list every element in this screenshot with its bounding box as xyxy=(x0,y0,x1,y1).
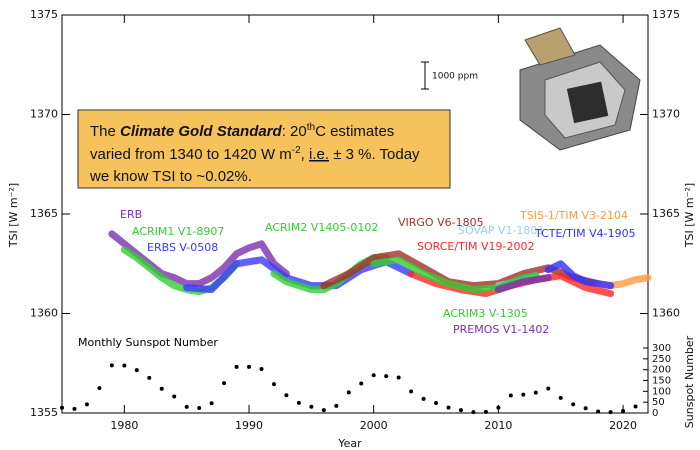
y2-tick-label: 150 xyxy=(652,376,671,387)
sunspot-point xyxy=(222,381,226,385)
sunspot-point xyxy=(347,390,351,394)
y-tick-label-right: 1360 xyxy=(652,307,680,320)
sunspot-point xyxy=(110,363,114,367)
sunspot-point xyxy=(259,367,263,371)
y2-tick-label: 250 xyxy=(652,354,671,365)
y-axis-title-right: TSI [W m⁻²] xyxy=(683,183,696,248)
sunspot-point xyxy=(322,408,326,412)
sunspot-point xyxy=(409,390,413,394)
sunspot-point xyxy=(397,375,401,379)
series-label: ACRIM2 V1405-0102 xyxy=(265,221,378,234)
sunspot-point xyxy=(521,393,525,397)
series-label: ACRIM3 V-1305 xyxy=(443,307,528,320)
x-tick-label: 1980 xyxy=(110,419,138,432)
sunspot-point xyxy=(596,409,600,413)
y-tick-label-right: 1365 xyxy=(652,207,680,220)
scale-bar: 1000 ppm xyxy=(421,62,478,89)
sunspot-point xyxy=(272,382,276,386)
x-tick-label: 2010 xyxy=(484,419,512,432)
sunspot-point xyxy=(447,406,451,410)
sunspot-point xyxy=(422,397,426,401)
y-tick-label: 1355 xyxy=(30,406,58,419)
y-tick-label-right: 1375 xyxy=(652,8,680,21)
sunspot-point xyxy=(372,373,376,377)
sunspot-point xyxy=(160,387,164,391)
series-label: ERBS V-0508 xyxy=(147,241,218,254)
sunspot-point xyxy=(85,402,89,406)
sunspot-point xyxy=(172,395,176,399)
series-label: TCTE/TIM V4-1905 xyxy=(534,227,636,240)
sunspot-point xyxy=(359,382,363,386)
series-label: SOVAP V1-1801 xyxy=(458,224,544,237)
sunspot-point xyxy=(546,387,550,391)
sunspot-point xyxy=(284,393,288,397)
note-line: The Climate Gold Standard: 20thC estimat… xyxy=(90,122,394,140)
sunspot-point xyxy=(584,406,588,410)
series-label: TSIS-1/TIM V3-2104 xyxy=(519,209,628,222)
sunspot-point xyxy=(334,404,338,408)
sunspot-point xyxy=(609,410,613,414)
scale-label: 1000 ppm xyxy=(432,72,478,82)
note-box: The Climate Gold Standard: 20thC estimat… xyxy=(78,110,450,188)
sunspot-point xyxy=(135,368,139,372)
sunspot-point xyxy=(122,364,126,368)
series-label: ERB xyxy=(120,208,142,221)
series-label: Monthly Sunspot Number xyxy=(78,336,218,349)
x-tick-label: 2020 xyxy=(609,419,637,432)
sunspot-point xyxy=(97,386,101,390)
note-line: we know TSI to ~0.02%. xyxy=(89,168,252,185)
y-tick-label: 1375 xyxy=(30,8,58,21)
sunspot-point xyxy=(534,391,538,395)
y-tick-label: 1365 xyxy=(30,207,58,220)
sunspot-point xyxy=(509,393,513,397)
y2-tick-label: 100 xyxy=(652,386,671,397)
sunspot-point xyxy=(60,406,64,410)
note-line: varied from 1340 to 1420 W m-2, i.e. ± 3… xyxy=(90,145,420,163)
sunspot-point xyxy=(309,405,313,409)
y2-axis-title: Sunspot Number xyxy=(683,335,696,428)
y2-tick-label: 0 xyxy=(652,408,658,419)
sunspot-point xyxy=(571,402,575,406)
sunspot-point xyxy=(559,396,563,400)
chart: 1000 ppm The Climate Gold Standard: 20th… xyxy=(0,0,700,450)
y2-tick-label: 200 xyxy=(652,365,671,376)
sunspot-point xyxy=(496,406,500,410)
y-tick-label: 1370 xyxy=(30,108,58,121)
y-tick-label: 1360 xyxy=(30,307,58,320)
x-axis-title: Year xyxy=(337,437,362,450)
sunspot-point xyxy=(484,410,488,414)
sunspot-point xyxy=(621,409,625,413)
series-label: SORCE/TIM V19-2002 xyxy=(417,240,535,253)
sunspot-point xyxy=(197,406,201,410)
sunspot-point xyxy=(210,401,214,405)
sunspot-point xyxy=(634,405,638,409)
sunspot-point xyxy=(235,365,239,369)
sunspot-point xyxy=(185,405,189,409)
sunspot-point xyxy=(147,376,151,380)
sunspot-point xyxy=(247,365,251,369)
satellite-picture xyxy=(520,28,640,150)
y-axis-title: TSI [W m⁻²] xyxy=(7,183,20,248)
y2-tick-label: 50 xyxy=(652,397,665,408)
sunspot-point xyxy=(471,410,475,414)
x-tick-label: 1990 xyxy=(235,419,263,432)
sunspot-point xyxy=(384,374,388,378)
sunspot-point xyxy=(297,401,301,405)
y-tick-label-right: 1370 xyxy=(652,108,680,121)
sunspot-point xyxy=(72,407,76,411)
x-tick-label: 2000 xyxy=(360,419,388,432)
sunspot-point xyxy=(434,401,438,405)
series-label: ACRIM1 V1-8907 xyxy=(132,225,224,238)
y2-tick-label: 300 xyxy=(652,343,671,354)
series-label: PREMOS V1-1402 xyxy=(453,323,549,336)
sunspot-point xyxy=(459,408,463,412)
